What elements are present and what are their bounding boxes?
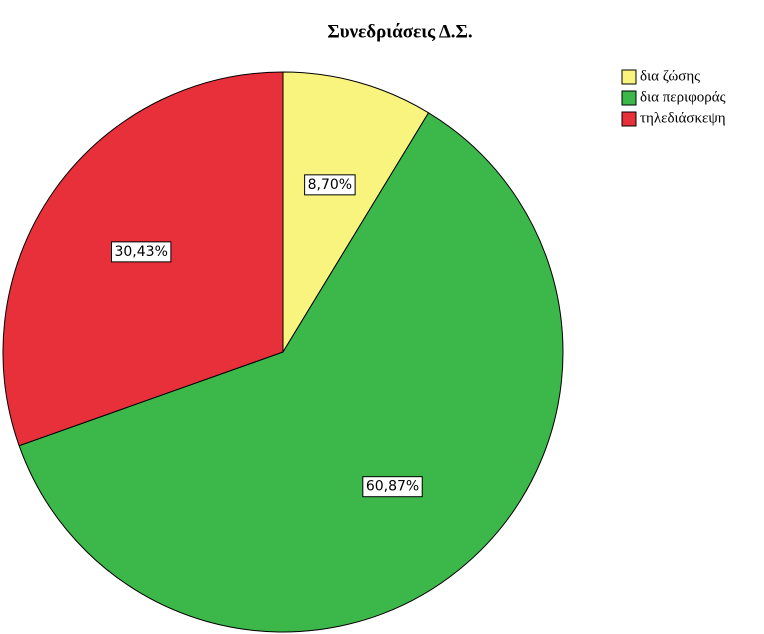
legend-label: τηλεδιάσκεψη [640, 110, 726, 126]
legend-swatch [621, 111, 637, 127]
data-label: 60,87% [366, 479, 419, 495]
legend-swatch [621, 69, 637, 85]
data-label-box [304, 174, 356, 196]
data-label: 8,70% [308, 177, 352, 193]
pie-slice [18, 112, 564, 633]
data-label-box [362, 476, 423, 498]
pie-slice [282, 71, 430, 354]
chart-title: Συνεδριάσεις Δ.Σ. [327, 21, 472, 42]
legend-label: δια περιφοράς [640, 89, 726, 105]
legend-label: δια ζώσης [640, 68, 700, 84]
data-label: 30,43% [114, 244, 167, 260]
data-label-box [110, 241, 172, 263]
legend-swatch [621, 90, 637, 106]
